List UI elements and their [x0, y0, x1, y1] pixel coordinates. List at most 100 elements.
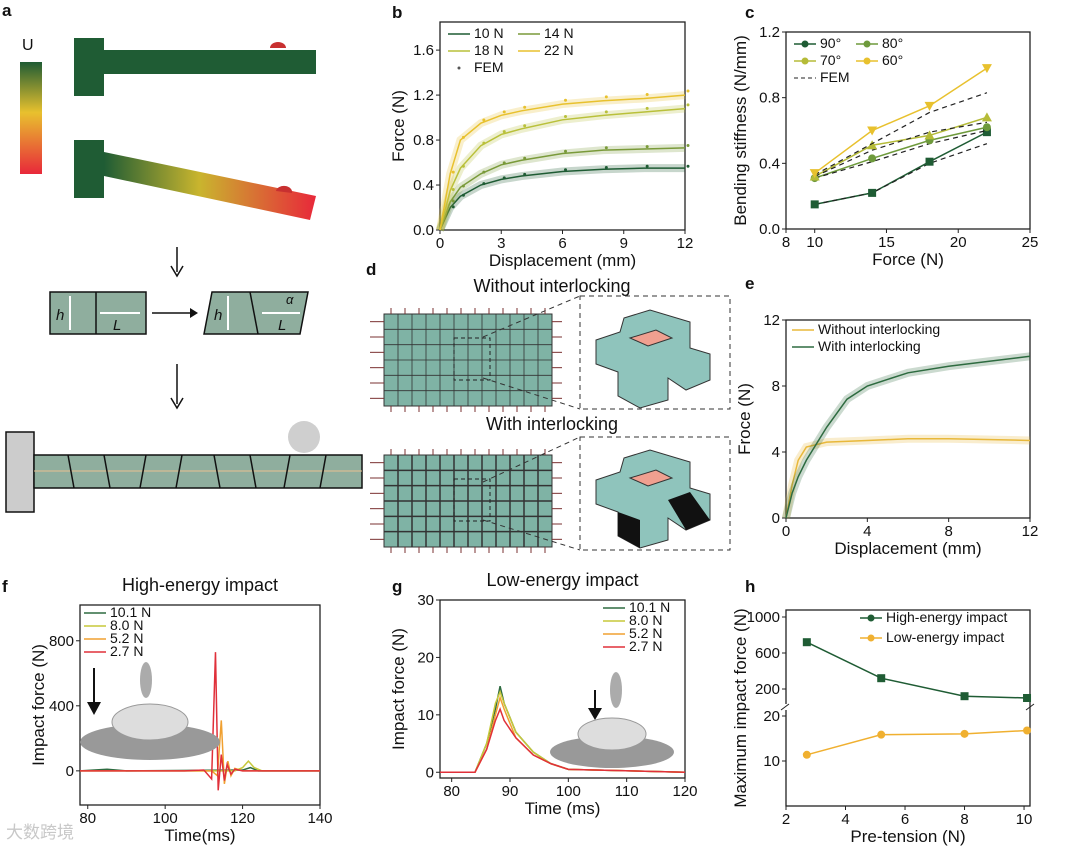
- series-line: [814, 116, 988, 178]
- legend-label: 10.1 N: [110, 604, 151, 620]
- panel-a: a U h L h L α: [2, 1, 363, 513]
- y-tick-label: 0.4: [759, 155, 780, 172]
- legend: 90° 80° 70° 60° FEM: [794, 35, 903, 85]
- plot-frame: [79, 604, 321, 806]
- y-axis-label: Froce (N): [735, 383, 754, 455]
- data-point: [960, 692, 969, 701]
- legend-label: 10 N: [474, 25, 504, 41]
- y-axis-label: Impact force (N): [29, 644, 48, 766]
- legend: 10.1 N8.0 N5.2 N2.7 N: [84, 604, 151, 659]
- x-tick-label: 0: [436, 235, 444, 252]
- fem-point: [523, 156, 527, 160]
- x-tick-label: 25: [1022, 234, 1039, 251]
- series-line: [439, 167, 685, 231]
- with-interlocking-title: With interlocking: [486, 414, 618, 434]
- fem-point: [523, 105, 527, 109]
- legend-label: 14 N: [544, 25, 574, 41]
- fem-point: [461, 193, 465, 197]
- panel-g-chart: g 80 90 100 110 120 0 10 20 30 Time (ms) Impact for…: [389, 570, 698, 818]
- fem-point: [502, 110, 506, 114]
- x-tick-label: 12: [677, 235, 694, 252]
- legend: 10.1 N8.0 N5.2 N2.7 N: [603, 599, 670, 654]
- fem-point: [451, 170, 455, 174]
- legend-label: 2.7 N: [629, 638, 662, 654]
- panel-b-chart: b 0 3 6 9 12 0.0 0.4 0.8 1.2 1.6 Displacement (mm) F…: [389, 3, 693, 270]
- x-tick-label: 8: [782, 234, 790, 251]
- panel-label-f: f: [2, 577, 8, 596]
- fem-point: [564, 168, 567, 172]
- data-point: [868, 154, 877, 163]
- series-line: [814, 126, 988, 179]
- x-tick-label: 120: [672, 783, 697, 800]
- legend: High-energy impact Low-energy impact: [860, 609, 1007, 645]
- plot-frame: [439, 599, 686, 779]
- cross-block-top: [595, 309, 711, 409]
- x-axis-label: Pre-tension (N): [850, 827, 965, 846]
- fem-point: [686, 103, 690, 107]
- h-label-2: h: [214, 307, 222, 324]
- x-tick-label: 8: [944, 523, 952, 540]
- straight-beam: [74, 38, 316, 96]
- x-tick-label: 3: [497, 235, 505, 252]
- fem-line: [814, 129, 988, 179]
- fem-point: [564, 149, 567, 153]
- x-tick-label: 100: [556, 783, 581, 800]
- fem-point: [523, 124, 527, 128]
- fem-point: [482, 141, 486, 145]
- panel-c-chart: c 8 10 15 20 25 0.0 0.4 0.8 1.2 Force (N) Bending s…: [731, 3, 1038, 269]
- fem-line: [814, 143, 988, 205]
- legend-label: 60°: [882, 52, 903, 68]
- y-tick-label: 0.8: [413, 132, 434, 149]
- impactor-illustration-f: [80, 662, 220, 760]
- y-tick-label: 20: [417, 649, 434, 666]
- x-tick-label: 9: [620, 235, 628, 252]
- series-line: [785, 355, 1031, 519]
- data-point: [802, 750, 811, 759]
- x-axis-label: Displacement (mm): [834, 539, 981, 558]
- zoom-box-bottom: [579, 436, 731, 551]
- data-point: [809, 169, 820, 179]
- data-point: [877, 674, 886, 683]
- data-point: [981, 64, 992, 74]
- fem-point: [564, 115, 567, 119]
- series-line: [785, 438, 1031, 519]
- y-axis-label: Impact force (N): [389, 628, 408, 750]
- fem-point: [604, 165, 608, 169]
- data-point: [982, 128, 991, 137]
- legend-label: 70°: [820, 52, 841, 68]
- fem-point: [482, 118, 486, 122]
- legend-label: 22 N: [544, 42, 574, 58]
- x-axis-label: Time (ms): [525, 799, 601, 818]
- h-label: h: [56, 307, 64, 324]
- y-axis-label: Bending stiffness (N/mm): [731, 35, 750, 226]
- x-tick-label: 20: [950, 234, 967, 251]
- series-line: [806, 641, 1028, 699]
- fem-point: [451, 199, 455, 203]
- y-tick-label: 0: [66, 763, 74, 780]
- x-tick-label: 8: [960, 811, 968, 828]
- x-tick-label: 15: [878, 234, 895, 251]
- woven-grid-without-interlocking: [370, 308, 562, 412]
- cross-block-bottom: [595, 449, 711, 549]
- fem-point: [686, 89, 690, 93]
- down-arrow: [170, 247, 184, 278]
- fem-point: [645, 164, 649, 168]
- series-line: [439, 147, 686, 231]
- series-line: [439, 94, 686, 231]
- legend-label: 8.0 N: [110, 617, 143, 633]
- data-point: [867, 140, 878, 150]
- x-tick-label: 10: [1016, 811, 1033, 828]
- data-point: [981, 112, 992, 122]
- x-axis-label: Displacement (mm): [489, 251, 636, 270]
- x-tick-label: 10: [806, 234, 823, 251]
- legend-label: 5.2 N: [629, 625, 662, 641]
- legend-label: 90°: [820, 35, 841, 51]
- fem-point: [451, 205, 455, 209]
- y-tick-label: 12: [763, 312, 780, 329]
- x-tick-label: 90: [502, 783, 519, 800]
- legend-label: 80°: [882, 35, 903, 51]
- data-point: [982, 123, 991, 132]
- y-tick-label: 0.0: [759, 221, 780, 238]
- legend-label: Low-energy impact: [886, 629, 1004, 645]
